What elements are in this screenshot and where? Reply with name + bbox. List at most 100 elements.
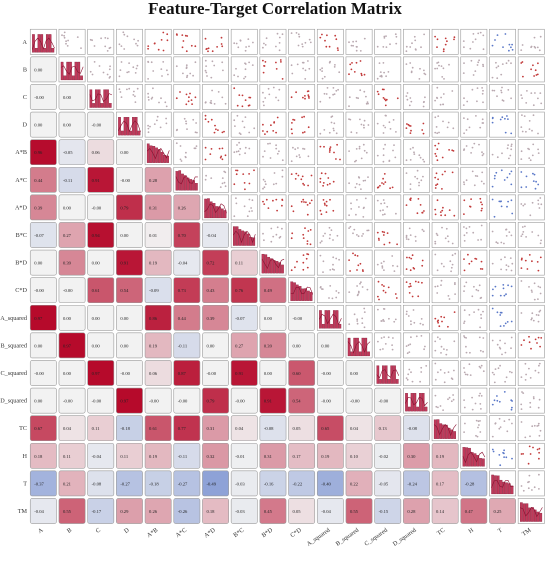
scatter-point	[275, 233, 278, 236]
corr-value-label: 0.19	[149, 261, 158, 266]
heat-cell	[316, 360, 344, 386]
scatter-point	[448, 396, 451, 399]
scatter-frame	[374, 222, 402, 248]
scatter-point	[469, 47, 472, 50]
scatter-point	[236, 104, 239, 107]
scatter-point	[491, 76, 494, 79]
cell-A*B-C: 0.06	[87, 139, 115, 166]
cell-H-C*D: 0.17	[288, 442, 316, 469]
scatter-point	[532, 104, 535, 107]
cell-A_squared-A*C: 0.44	[173, 304, 201, 331]
scatter-point	[444, 37, 447, 40]
heat-cell	[116, 249, 143, 276]
cell-C*D-D_squared	[403, 277, 430, 304]
scatter-point	[186, 76, 188, 79]
scatter-frame	[144, 111, 172, 138]
heat-cell	[230, 332, 258, 359]
scatter-point	[211, 89, 214, 92]
scatter-point	[309, 202, 311, 205]
scatter-point	[221, 96, 224, 99]
scatter-point	[504, 322, 507, 325]
cell-H-TM	[517, 442, 545, 469]
scatter-point	[491, 153, 494, 156]
scatter-point	[237, 75, 239, 78]
cell-TM-A: -0.04	[29, 498, 57, 524]
cell-A_squared-D: 0.00	[116, 304, 143, 331]
scatter-point	[278, 88, 281, 91]
scatter-point	[468, 314, 471, 316]
hist-bar	[270, 258, 273, 274]
cell-TC-D: -0.18	[116, 415, 143, 442]
cell-TC-H	[460, 415, 488, 442]
cell-A*B-H	[460, 139, 488, 166]
scatter-point	[388, 241, 391, 244]
cell-D_squared-B*D: 0.91	[259, 387, 287, 414]
scatter-point	[493, 177, 496, 180]
scatter-point	[529, 401, 532, 404]
scatter-point	[291, 72, 294, 75]
scatter-point	[219, 186, 222, 189]
scatter-point	[360, 281, 362, 284]
scatter-point	[405, 95, 408, 97]
scatter-point	[508, 157, 510, 160]
cell-C_squared-T	[489, 360, 516, 386]
scatter-point	[531, 154, 534, 157]
scatter-point	[418, 78, 421, 80]
scatter-point	[262, 187, 264, 190]
hist-bar	[60, 61, 64, 81]
heat-cell	[230, 277, 258, 304]
scatter-point	[410, 371, 412, 374]
scatter-frame	[288, 139, 316, 166]
scatter-point	[376, 263, 379, 266]
scatter-point	[355, 61, 358, 64]
scatter-point	[529, 435, 531, 438]
cell-D_squared-TC	[431, 387, 459, 414]
scatter-point	[243, 182, 246, 184]
scatter-point	[525, 175, 528, 178]
column-label: D	[123, 526, 131, 535]
scatter-point	[319, 177, 322, 180]
corr-value-label: 0.91	[264, 399, 273, 404]
scatter-point	[495, 61, 497, 64]
scatter-point	[520, 158, 523, 161]
scatter-point	[470, 198, 472, 201]
scatter-point	[470, 59, 473, 62]
scatter-point	[447, 240, 450, 243]
cell-T-A*C: -0.27	[173, 470, 201, 497]
scatter-point	[350, 131, 353, 134]
scatter-point	[406, 92, 409, 94]
corr-value-label: -0.00	[178, 399, 188, 404]
scatter-point	[244, 99, 247, 101]
cell-D_squared-C*D: 0.54	[288, 387, 316, 414]
scatter-point	[498, 427, 501, 430]
corr-value-label: -0.00	[235, 399, 245, 404]
row-label: A*D	[15, 204, 28, 211]
scatter-point	[361, 269, 364, 271]
chart-title: Feature-Target Correlation Matrix	[148, 0, 402, 18]
scatter-point	[363, 206, 365, 209]
scatter-frame	[316, 166, 344, 193]
scatter-point	[510, 132, 513, 135]
matrix-cells: 0.00-0.00 0.000.00 0.00 -0.000.96 -0.05 0.06 0…	[29, 28, 545, 524]
heat-cell	[58, 222, 86, 248]
scatter-point	[377, 280, 380, 283]
scatter-point	[266, 130, 269, 133]
scatter-point	[306, 240, 309, 243]
cell-A-A*C	[173, 28, 201, 55]
scatter-point	[165, 105, 168, 108]
corr-value-label: 0.00	[34, 343, 43, 348]
scatter-point	[185, 50, 188, 53]
scatter-point	[510, 170, 513, 173]
cell-C-TM	[517, 84, 545, 110]
scatter-point	[448, 298, 451, 300]
scatter-point	[437, 406, 439, 409]
scatter-point	[406, 98, 409, 101]
scatter-point	[134, 101, 137, 103]
heat-cell	[316, 415, 344, 442]
scatter-point	[533, 424, 536, 427]
scatter-point	[348, 105, 350, 108]
corr-value-label: -0.08	[407, 426, 417, 431]
hist-bar	[528, 507, 531, 522]
heat-cell	[58, 387, 86, 414]
heat-cell	[58, 470, 86, 497]
